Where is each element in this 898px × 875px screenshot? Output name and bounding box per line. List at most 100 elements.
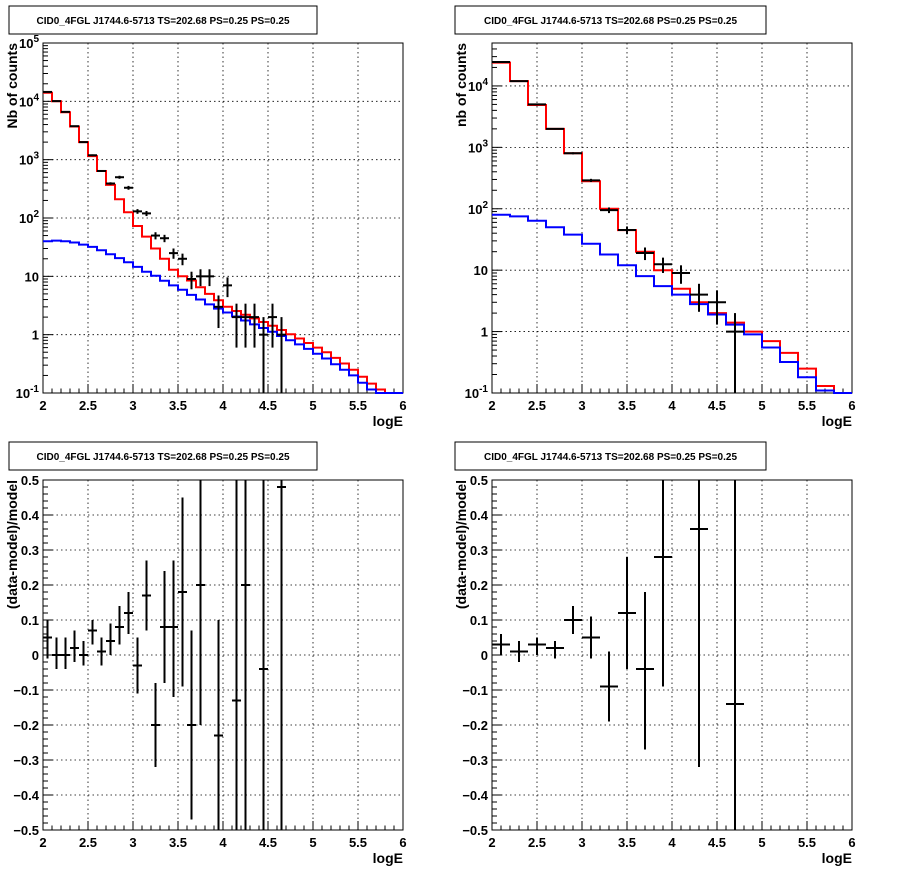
data-point [88,620,97,645]
tick-base: 10 [19,94,33,109]
x-tick-label: 4.5 [708,398,726,413]
data-point [160,234,169,243]
x-tick-label: 6 [399,398,406,413]
tick-exponent: 2 [482,200,488,211]
data-point [259,480,268,830]
y-tick-label: −0.5 [13,823,39,838]
data-point [124,185,133,190]
title-box [454,441,767,471]
x-tick-label: 5 [309,398,316,413]
x-tick-label: 3.5 [618,835,636,850]
y-tick-label: 103 [19,151,39,168]
x-tick-label: 4.5 [259,835,277,850]
x-tick-label: 6 [399,835,406,850]
data-point [205,269,214,287]
y-tick-label: 10-1 [465,384,489,401]
data-point [178,253,187,266]
data-point [70,630,79,662]
data-point [250,303,259,348]
data-point [528,103,546,106]
x-tick-label: 5 [309,835,316,850]
y-tick-label: −0.3 [13,753,39,768]
x-tick-label: 3 [129,835,136,850]
ticks [42,45,404,394]
grid [492,43,852,393]
data-point [726,313,744,393]
tick-exponent: 4 [482,77,488,88]
data-point [564,152,582,155]
y-tick-label: 1 [481,325,488,340]
tick-base: 10 [19,153,33,168]
data-point [187,630,196,820]
y-axis-label: (data-model)/model [4,480,20,609]
y-axis-label: (data-model)/model [453,480,469,609]
data-point [124,592,133,634]
data-point [196,480,205,725]
data-point [214,620,223,830]
data-point [690,283,708,312]
y-tick-label: 1 [32,328,39,343]
x-tick-label: 5.5 [349,398,367,413]
x-tick-label: 4 [668,835,676,850]
data-point [142,560,151,631]
data-point [259,317,268,393]
y-tick-label: −0.1 [13,683,39,698]
x-tick-label: 4 [219,835,227,850]
data-point [115,606,124,645]
tick-base: 10 [16,386,30,401]
x-tick-label: 2.5 [528,835,546,850]
y-tick-label: 0.5 [21,473,39,488]
x-tick-label: 3 [578,398,585,413]
title-box [8,5,318,35]
data-point [241,303,250,348]
y-tick-label: −0.2 [462,718,488,733]
data-point [79,141,88,144]
x-axis-label: logE [373,850,403,866]
x-tick-label: 4.5 [259,398,277,413]
y-tick-label: 102 [19,209,39,226]
x-tick-label: 2.5 [528,398,546,413]
y-tick-label: 0.4 [21,508,40,523]
y-tick-label: 104 [19,92,39,109]
tick-base: 10 [468,140,482,155]
data-point [43,620,52,659]
x-tick-label: 3 [578,835,585,850]
panel-bottom-left: CID0_4FGL J1744.6-5713 TS=202.68 PS=0.25… [4,441,407,866]
data-point [61,110,70,113]
grid [43,43,403,393]
x-tick-label: 2 [39,835,46,850]
data-point [510,641,528,662]
tick-exponent: 2 [33,209,39,220]
x-tick-label: 4 [668,398,676,413]
y-tick-label: −0.4 [13,788,39,803]
data-point [708,290,726,325]
data-point [618,226,636,235]
y-tick-label: 0.1 [470,613,488,628]
data-point [52,100,61,103]
data-point [672,265,690,284]
data-point [97,637,106,666]
data-point [636,592,654,750]
data-point [654,480,672,687]
x-tick-label: 3 [129,398,136,413]
data-point [61,637,70,669]
data-point [582,616,600,659]
data-point [546,641,564,659]
x-tick-label: 2.5 [79,398,97,413]
data-point [268,303,277,348]
data-point [232,303,241,348]
data-point [151,683,160,767]
data-point [88,154,97,157]
data-point [97,169,106,172]
panel-top-left: CID0_4FGL J1744.6-5713 TS=202.68 PS=0.25… [4,5,407,429]
grid [492,480,852,830]
data-point [106,623,115,655]
x-tick-label: 3.5 [169,835,187,850]
tick-base: 10 [19,211,33,226]
y-tick-label: 10 [474,263,488,278]
y-tick-label: 10-1 [16,384,40,401]
y-tick-label: 104 [468,77,488,94]
chart-title: CID0_4FGL J1744.6-5713 TS=202.68 PS=0.25… [484,452,737,463]
data-point [151,232,160,240]
data-point [510,80,528,83]
